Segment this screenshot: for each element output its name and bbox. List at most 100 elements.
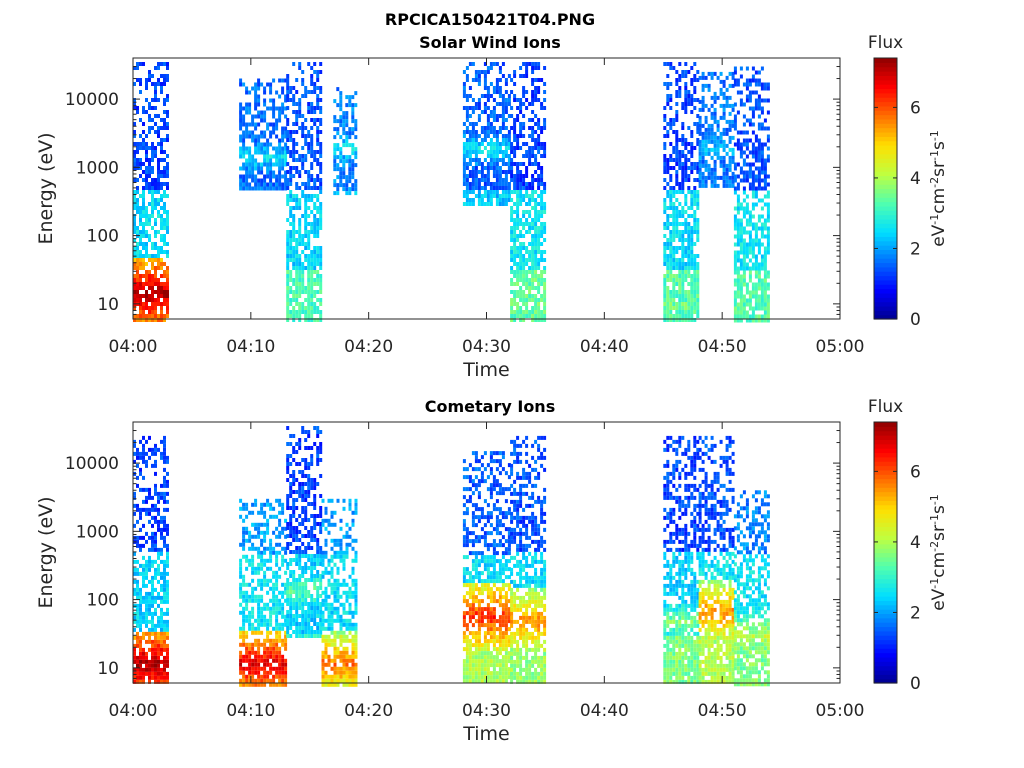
- heatmap-cell: [166, 226, 169, 230]
- heatmap-cell: [136, 607, 139, 612]
- heatmap-cell: [313, 282, 317, 286]
- heatmap-cell: [681, 286, 685, 290]
- heatmap-cell: [483, 134, 487, 138]
- heatmap-cell: [742, 278, 746, 283]
- heatmap-cell: [324, 670, 328, 675]
- heatmap-cell: [489, 158, 493, 162]
- heatmap-cell: [483, 102, 487, 106]
- heatmap-cell: [351, 127, 355, 132]
- heatmap-cell: [275, 598, 279, 603]
- heatmap-cell: [339, 91, 343, 96]
- heatmap-cell: [257, 122, 261, 127]
- heatmap-cell: [278, 634, 282, 639]
- heatmap-cell: [690, 246, 694, 250]
- heatmap-cell: [687, 226, 691, 230]
- heatmap-cell: [307, 254, 311, 258]
- colorbar-segment: [874, 131, 897, 137]
- heatmap-cell: [245, 634, 249, 639]
- heatmap-cell: [540, 154, 544, 158]
- heatmap-cell: [301, 574, 305, 578]
- heatmap-cell: [534, 294, 538, 298]
- heatmap-cell: [275, 558, 279, 563]
- heatmap-cell: [345, 123, 349, 128]
- heatmap-cell: [675, 94, 679, 98]
- heatmap-cell: [531, 250, 535, 254]
- heatmap-cell: [263, 682, 267, 687]
- heatmap-cell: [136, 278, 139, 282]
- heatmap-cell: [519, 246, 523, 250]
- heatmap-cell: [298, 302, 302, 306]
- heatmap-cell: [151, 150, 154, 154]
- heatmap-cell: [286, 162, 290, 166]
- heatmap-cell: [681, 274, 685, 278]
- heatmap-cell: [281, 610, 285, 615]
- heatmap-cell: [295, 498, 299, 502]
- heatmap-cell: [736, 174, 740, 179]
- heatmap-cell: [525, 310, 529, 314]
- heatmap-cell: [316, 178, 320, 182]
- heatmap-cell: [272, 126, 276, 131]
- heatmap-cell: [701, 99, 705, 104]
- heatmap-cell: [142, 214, 145, 218]
- heatmap-cell: [745, 246, 749, 251]
- heatmap-cell: [154, 575, 157, 580]
- heatmap-cell: [766, 306, 770, 311]
- heatmap-cell: [321, 558, 325, 563]
- heatmap-cell: [157, 547, 160, 552]
- heatmap-cell: [304, 170, 308, 174]
- heatmap-cell: [696, 202, 700, 206]
- heatmap-cell: [136, 230, 139, 234]
- heatmap-cell: [160, 218, 163, 222]
- heatmap-cell: [757, 70, 761, 75]
- heatmap-cell: [319, 178, 323, 182]
- heatmap-cell: [540, 226, 544, 230]
- heatmap-cell: [681, 162, 685, 166]
- heatmap-cell: [513, 70, 517, 74]
- heatmap-cell: [537, 210, 541, 214]
- heatmap-cell: [133, 258, 136, 262]
- heatmap-cell: [351, 159, 355, 164]
- heatmap-cell: [501, 74, 505, 78]
- heatmap-cell: [754, 138, 758, 143]
- heatmap-cell: [316, 174, 320, 178]
- heatmap-cell: [248, 170, 252, 175]
- heatmap-cell: [681, 142, 685, 146]
- heatmap-cell: [516, 214, 520, 218]
- heatmap-cell: [716, 175, 720, 180]
- heatmap-cell: [248, 538, 252, 543]
- heatmap-cell: [286, 270, 290, 274]
- heatmap-cell: [319, 154, 323, 158]
- heatmap-cell: [245, 598, 249, 603]
- heatmap-cell: [733, 190, 737, 195]
- heatmap-cell: [751, 170, 755, 175]
- heatmap-cell: [304, 310, 308, 314]
- heatmap-cell: [136, 659, 139, 664]
- heatmap-cell: [498, 90, 502, 94]
- heatmap-cell: [348, 163, 352, 168]
- colorbar-segment: [874, 175, 897, 181]
- heatmap-cell: [301, 250, 305, 254]
- heatmap-cell: [519, 250, 523, 254]
- heatmap-cell: [739, 170, 743, 175]
- heatmap-cell: [766, 238, 770, 243]
- cometary-ions-title: Cometary Ions: [425, 397, 555, 416]
- heatmap-cell: [260, 674, 264, 679]
- heatmap-cell: [516, 190, 520, 194]
- heatmap-cell: [528, 62, 532, 66]
- heatmap-cell: [251, 598, 255, 603]
- heatmap-cell: [289, 290, 293, 294]
- heatmap-cell: [321, 670, 325, 675]
- heatmap-cell: [142, 615, 145, 620]
- heatmap-cell: [471, 138, 475, 142]
- heatmap-cell: [298, 586, 302, 590]
- heatmap-cell: [501, 178, 505, 182]
- heatmap-cell: [298, 290, 302, 294]
- heatmap-cell: [154, 270, 157, 274]
- heatmap-cell: [157, 286, 160, 290]
- heatmap-cell: [522, 90, 526, 94]
- heatmap-cell: [498, 198, 502, 202]
- heatmap-cell: [260, 586, 264, 591]
- heatmap-cell: [275, 118, 279, 123]
- heatmap-cell: [701, 95, 705, 100]
- heatmap-cell: [528, 186, 532, 190]
